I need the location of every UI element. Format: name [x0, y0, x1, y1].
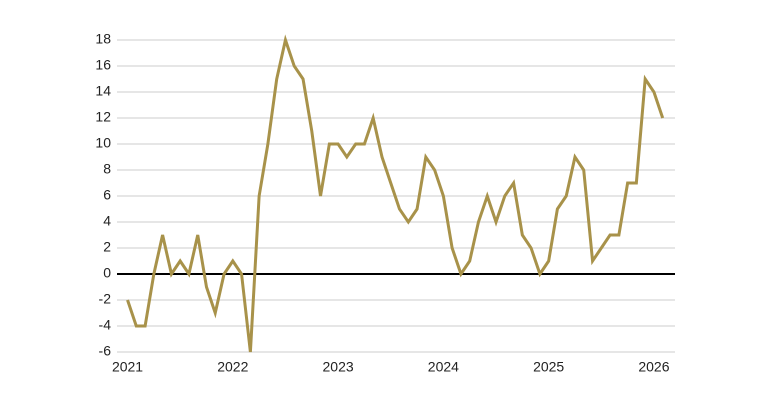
y-tick-label: 2 [103, 239, 111, 255]
y-tick-label: -2 [99, 291, 112, 307]
y-tick-label: 6 [103, 187, 111, 203]
y-tick-label: 16 [95, 57, 111, 73]
y-tick-label: 8 [103, 161, 111, 177]
y-tick-label: 14 [95, 83, 111, 99]
y-tick-label: -6 [99, 343, 112, 359]
x-tick-label: 2026 [638, 359, 669, 375]
data-line [126, 34, 665, 353]
x-tick-label: 2021 [112, 359, 143, 375]
x-tick-label: 2022 [217, 359, 248, 375]
y-tick-label: -4 [99, 317, 112, 333]
x-tick-label: 2023 [323, 359, 354, 375]
x-tick-label: 2024 [428, 359, 459, 375]
y-tick-label: 12 [95, 109, 111, 125]
x-tick-label: 2025 [533, 359, 564, 375]
y-tick-label: 4 [103, 213, 111, 229]
y-tick-label: 0 [103, 265, 111, 281]
y-tick-label: 10 [95, 135, 111, 151]
y-tick-label: 18 [95, 31, 111, 47]
